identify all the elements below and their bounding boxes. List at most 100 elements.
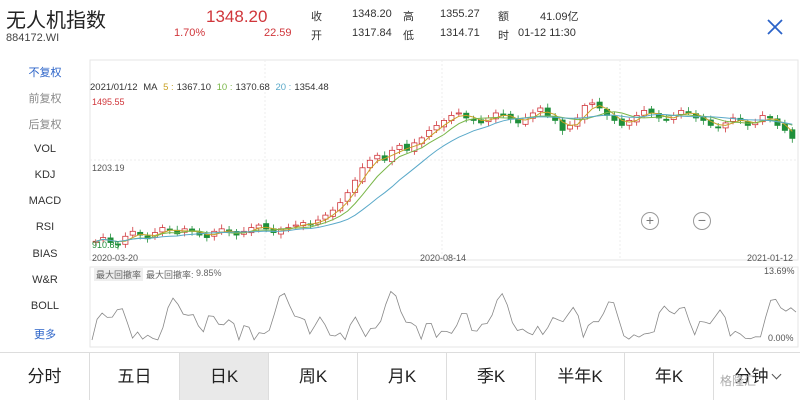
ma-legend: 2021/01/12 MA 5 :1367.10 10 :1370.68 20 … <box>90 82 332 93</box>
candle-body <box>381 155 388 161</box>
candle-body <box>589 102 596 105</box>
tab-month-k[interactable]: 月K <box>358 353 447 400</box>
high-value: 1355.27 <box>440 8 480 20</box>
tab-minute[interactable]: 分钟 <box>714 353 800 400</box>
tab-halfyear-k[interactable]: 半年K <box>536 353 625 400</box>
menu-backward-adjust[interactable]: 后复权 <box>28 119 62 131</box>
menu-macd[interactable]: MACD <box>28 195 62 207</box>
low-label: 低 <box>403 30 414 42</box>
menu-rsi[interactable]: RSI <box>35 221 55 233</box>
ma5-label: 5 : <box>163 82 174 93</box>
candle-body <box>648 108 655 114</box>
candle-body <box>352 179 359 193</box>
candle-body <box>470 118 477 121</box>
ma5-line <box>95 104 793 243</box>
candle-body <box>263 223 270 230</box>
chevron-down-icon <box>771 369 781 380</box>
candle-body <box>618 118 625 126</box>
menu-more[interactable]: 更多 <box>34 329 56 341</box>
candle-body <box>159 227 166 233</box>
date-mid-label: 2020-08-14 <box>420 253 467 263</box>
menu-boll[interactable]: BOLL <box>30 300 60 312</box>
ma20-line <box>95 113 793 243</box>
candle-body <box>767 116 774 119</box>
candle-body <box>403 143 410 151</box>
kline-chart[interactable] <box>0 0 800 352</box>
time-value: 01-12 11:30 <box>518 27 576 39</box>
candle-body <box>611 115 618 121</box>
candle-body <box>396 144 403 150</box>
menu-wr[interactable]: W&R <box>32 274 58 286</box>
ma10-label: 10 : <box>216 82 233 93</box>
tab-five-day[interactable]: 五日 <box>90 353 180 400</box>
tab-minute-label: 分钟 <box>734 367 769 386</box>
candle-body <box>678 110 685 115</box>
ma-date: 2021/01/12 <box>90 82 138 93</box>
drawdown-label: 最大回撤率: <box>146 270 194 280</box>
open-value: 1317.84 <box>352 27 392 39</box>
zoom-out-button[interactable]: − <box>693 212 711 230</box>
price-low-label: 910.85 <box>92 240 120 250</box>
date-start-label: 2020-03-20 <box>92 253 139 263</box>
drawdown-title: 最大回撤率 <box>94 268 144 281</box>
change-amount: 22.59 <box>264 27 292 39</box>
index-name: 无人机指数 <box>6 10 106 32</box>
candle-body <box>374 154 381 160</box>
menu-bias[interactable]: BIAS <box>32 248 58 260</box>
candle-body <box>663 118 670 121</box>
tab-week-k[interactable]: 周K <box>269 353 358 400</box>
price-high-label: 1495.55 <box>92 97 125 107</box>
zoom-in-button[interactable]: + <box>641 212 659 230</box>
candle-body <box>418 137 425 145</box>
close-value: 1348.20 <box>352 8 392 20</box>
candle-body <box>433 125 440 131</box>
menu-kdj[interactable]: KDJ <box>34 169 56 181</box>
close-label: 收 <box>311 11 322 23</box>
candle-body <box>366 159 373 169</box>
candle-body <box>566 125 573 130</box>
candle-body <box>292 224 299 227</box>
drawdown-line <box>91 290 797 342</box>
candle-body <box>359 167 366 183</box>
tab-day-k[interactable]: 日K <box>180 353 269 400</box>
amount-value: 41.09亿 <box>540 11 579 23</box>
drawdown-value: 9.85% <box>196 268 222 278</box>
ma20-label: 20 : <box>275 82 292 93</box>
tab-intraday[interactable]: 分时 <box>0 353 90 400</box>
low-value: 1314.71 <box>440 27 480 39</box>
tab-year-k[interactable]: 年K <box>625 353 714 400</box>
candle-body <box>522 117 529 125</box>
sub-high-label: 13.69% <box>764 266 795 276</box>
candles-layer <box>92 97 796 250</box>
candle-body <box>789 129 796 139</box>
candle-body <box>455 112 462 115</box>
candle-body <box>478 119 485 124</box>
ma-title: MA <box>143 82 158 93</box>
current-price: 1348.20 <box>206 7 268 26</box>
chart-grid <box>89 59 799 348</box>
period-tabs: 分时 五日 日K 周K 月K 季K 半年K 年K 分钟 <box>0 352 800 400</box>
close-button[interactable] <box>762 14 788 40</box>
candle-body <box>129 230 136 236</box>
ma10-value: 1370.68 <box>235 82 270 93</box>
menu-vol[interactable]: VOL <box>33 143 56 155</box>
change-percent: 1.70% <box>174 27 206 39</box>
price-mid-label: 1203.19 <box>92 163 125 173</box>
open-label: 开 <box>311 30 322 42</box>
watermark: 格隆汇 <box>720 374 757 388</box>
index-code: 884172.WI <box>6 32 60 44</box>
candle-body <box>300 222 307 227</box>
menu-no-adjust[interactable]: 不复权 <box>28 67 62 79</box>
candle-body <box>715 126 722 129</box>
date-end-label: 2021-01-12 <box>747 253 794 263</box>
close-icon <box>767 19 783 35</box>
sub-low-label: 0.00% <box>768 333 794 343</box>
ma20-value: 1354.48 <box>294 82 329 93</box>
ma5-value: 1367.10 <box>176 82 211 93</box>
candle-body <box>114 243 121 246</box>
time-label: 时 <box>498 30 509 42</box>
menu-forward-adjust[interactable]: 前复权 <box>28 93 62 105</box>
tab-quarter-k[interactable]: 季K <box>447 353 536 400</box>
candle-body <box>730 117 737 122</box>
